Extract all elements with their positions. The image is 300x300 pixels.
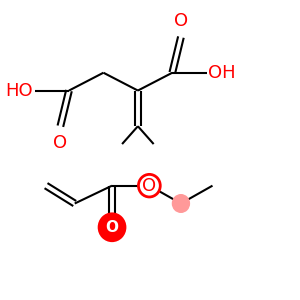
Text: HO: HO: [5, 82, 33, 100]
Text: O: O: [142, 177, 156, 195]
Text: O: O: [106, 220, 118, 235]
Circle shape: [98, 212, 126, 242]
Text: O: O: [174, 12, 188, 30]
Circle shape: [138, 174, 160, 197]
Text: O: O: [53, 134, 68, 152]
Text: OH: OH: [208, 64, 236, 82]
Circle shape: [172, 194, 190, 213]
